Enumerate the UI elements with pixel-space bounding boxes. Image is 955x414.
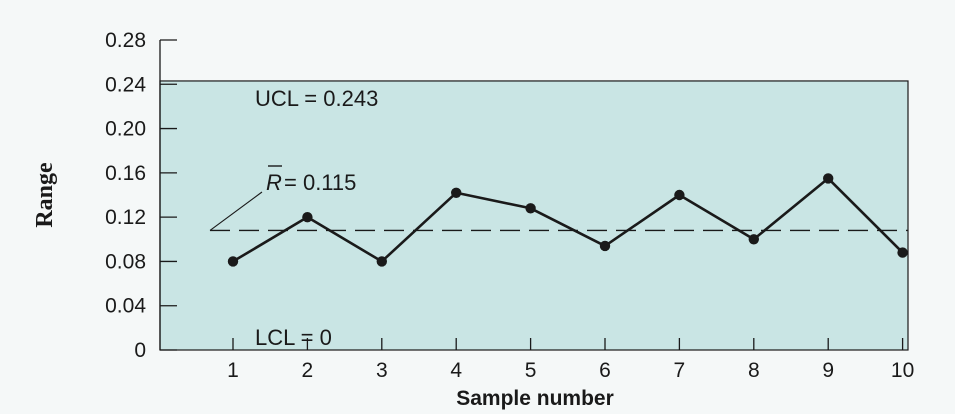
range-series-line (232, 177, 904, 263)
x-axis-title: Sample number (456, 387, 614, 410)
x-tick-label: 9 (822, 359, 834, 382)
x-tick-label: 5 (525, 359, 537, 382)
data-point (451, 187, 462, 198)
center-line-leader (209, 191, 263, 231)
x-tick-label: 4 (450, 359, 462, 382)
data-point (302, 211, 313, 223)
y-axis-ticks: 0 0.04 0.08 0.12 0.16 0.20 0.24 0.28 (105, 29, 177, 362)
center-line-label: R = 0.115 (266, 165, 356, 195)
data-point (823, 173, 834, 184)
rbar-value: = 0.115 (284, 170, 356, 195)
x-tick-label: 8 (748, 359, 760, 382)
y-tick-label: 0.16 (105, 162, 146, 185)
y-tick-label: 0 (134, 339, 146, 362)
x-tick-label: 2 (302, 359, 314, 382)
lcl-label: LCL = 0 (255, 325, 332, 350)
data-point (227, 256, 239, 267)
y-tick-label: 0.24 (105, 73, 146, 96)
x-axis-ticks: 1 2 3 4 5 6 7 8 9 10 (227, 338, 914, 382)
y-tick-label: 0.08 (105, 250, 146, 273)
control-limits-region (159, 80, 909, 351)
data-point (897, 247, 908, 258)
ucl-label: UCL = 0.243 (255, 86, 378, 111)
rbar-symbol: R (266, 170, 282, 195)
x-tick-label: 1 (227, 359, 239, 382)
data-point (599, 240, 611, 252)
data-point (376, 256, 387, 267)
data-point (525, 203, 536, 214)
data-point (674, 189, 685, 201)
y-tick-label: 0.20 (105, 118, 146, 141)
y-tick-label: 0.04 (105, 295, 146, 318)
range-points (227, 173, 908, 267)
x-tick-label: 3 (376, 359, 388, 382)
y-tick-label: 0.28 (105, 29, 146, 52)
y-axis-title: Range (32, 162, 58, 228)
y-tick-label: 0.12 (105, 206, 146, 229)
x-tick-label: 6 (599, 359, 611, 382)
x-tick-label: 7 (674, 359, 686, 382)
x-tick-label: 10 (891, 359, 914, 382)
data-point (748, 234, 759, 245)
